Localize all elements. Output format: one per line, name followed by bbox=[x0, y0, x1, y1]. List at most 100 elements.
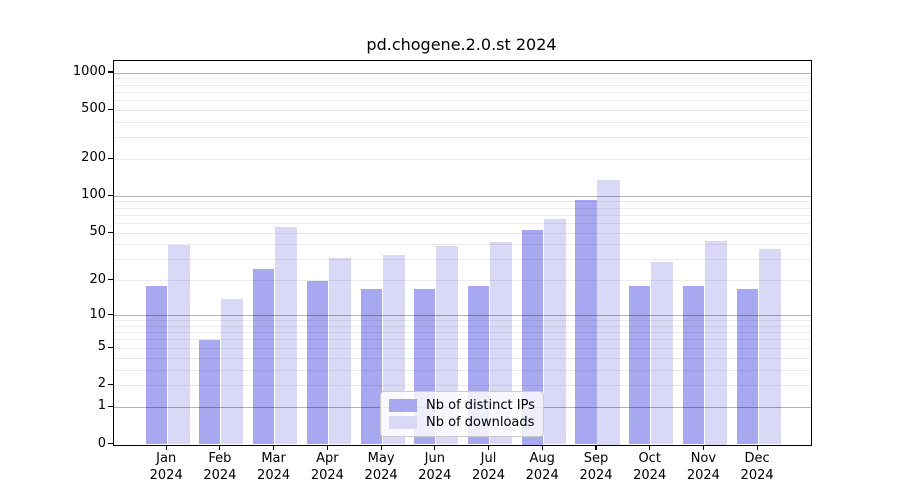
x-tick-label-apr: Apr 2024 bbox=[295, 451, 359, 484]
bar-downloads-mar bbox=[275, 227, 298, 445]
y-tick-mark bbox=[108, 346, 113, 348]
y-tick-label: 5 bbox=[97, 339, 106, 355]
year-label: 2024 bbox=[686, 467, 720, 483]
year-label: 2024 bbox=[257, 467, 291, 483]
bar-distinct-ips-mar bbox=[253, 269, 275, 445]
gridline-minor bbox=[114, 109, 811, 111]
y-tick-mark bbox=[108, 314, 113, 316]
y-tick-label: 10 bbox=[89, 306, 106, 322]
gridlines-layer bbox=[114, 61, 811, 445]
month-label: Mar bbox=[261, 451, 286, 466]
legend: Nb of distinct IPs Nb of downloads bbox=[380, 391, 544, 437]
year-label: 2024 bbox=[149, 467, 183, 483]
bar-downloads-jan bbox=[167, 244, 190, 445]
y-tick-mark bbox=[108, 194, 113, 196]
y-tick-mark bbox=[108, 279, 113, 281]
bar-distinct-ips-nov bbox=[682, 286, 704, 445]
gridline-minor bbox=[114, 357, 811, 359]
gridline-minor bbox=[114, 332, 811, 334]
bar-downloads-apr bbox=[328, 258, 351, 445]
gridline-minor bbox=[114, 222, 811, 224]
legend-item-distinct-ips: Nb of distinct IPs bbox=[389, 398, 535, 413]
y-tick-label: 1 bbox=[97, 398, 106, 414]
gridline-minor bbox=[114, 325, 811, 327]
plot-area bbox=[113, 60, 812, 446]
month-label: Nov bbox=[690, 451, 717, 466]
y-tick-mark bbox=[108, 71, 113, 73]
month-label: Oct bbox=[638, 451, 661, 466]
y-tick-mark bbox=[108, 442, 113, 445]
bar-distinct-ips-aug bbox=[521, 230, 543, 445]
x-tick-mark bbox=[487, 445, 490, 450]
x-tick-label-jan: Jan 2024 bbox=[134, 451, 198, 484]
month-label: Dec bbox=[744, 451, 770, 466]
year-label: 2024 bbox=[633, 467, 667, 483]
bar-distinct-ips-may bbox=[360, 289, 382, 445]
legend-label-downloads: Nb of downloads bbox=[426, 415, 535, 430]
chart-title: pd.chogene.2.0.st 2024 bbox=[366, 35, 557, 54]
x-tick-mark bbox=[595, 445, 597, 450]
year-label: 2024 bbox=[364, 467, 398, 483]
bar-downloads-nov bbox=[704, 241, 727, 445]
bar-downloads-dec bbox=[758, 248, 781, 445]
gridline-minor bbox=[114, 99, 811, 101]
gridline-minor bbox=[114, 121, 811, 123]
gridline-major bbox=[114, 195, 811, 197]
gridline-minor bbox=[114, 201, 811, 203]
bar-distinct-ips-jan bbox=[145, 286, 167, 445]
gridline-minor bbox=[114, 91, 811, 93]
gridline-minor bbox=[114, 347, 811, 349]
x-tick-label-feb: Feb 2024 bbox=[188, 451, 252, 484]
x-tick-label-oct: Oct 2024 bbox=[618, 451, 682, 484]
bar-distinct-ips-apr bbox=[306, 280, 328, 445]
x-tick-label-dec: Dec 2024 bbox=[725, 451, 789, 484]
gridline-minor bbox=[114, 214, 811, 216]
bar-downloads-feb bbox=[221, 298, 244, 445]
x-tick-mark bbox=[273, 445, 275, 450]
y-tick-mark bbox=[108, 108, 113, 110]
y-tick-label: 2 bbox=[97, 376, 106, 392]
gridline-minor bbox=[114, 244, 811, 246]
month-label: May bbox=[367, 451, 395, 466]
y-tick-label: 200 bbox=[81, 150, 106, 166]
x-tick-label-sep: Sep 2024 bbox=[564, 451, 628, 484]
year-label: 2024 bbox=[418, 467, 452, 483]
x-tick-label-nov: Nov 2024 bbox=[671, 451, 735, 484]
gridline-minor bbox=[114, 320, 811, 322]
month-label: Jun bbox=[424, 451, 445, 466]
month-label: Jul bbox=[480, 451, 497, 466]
gridline-minor bbox=[114, 84, 811, 86]
x-tick-mark bbox=[541, 445, 543, 450]
gridline-minor bbox=[114, 207, 811, 209]
y-tick-mark bbox=[108, 157, 113, 159]
x-tick-mark bbox=[649, 445, 651, 450]
gridline-minor bbox=[114, 369, 811, 371]
bar-downloads-sep bbox=[597, 179, 620, 445]
x-tick-label-jun: Jun 2024 bbox=[403, 451, 467, 484]
year-label: 2024 bbox=[525, 467, 559, 483]
x-tick-label-mar: Mar 2024 bbox=[242, 451, 306, 484]
bar-distinct-ips-dec bbox=[736, 289, 758, 445]
legend-swatch-downloads bbox=[389, 416, 417, 429]
bar-distinct-ips-sep bbox=[575, 199, 597, 445]
x-tick-label-aug: Aug 2024 bbox=[510, 451, 574, 484]
x-tick-mark bbox=[165, 445, 167, 450]
year-label: 2024 bbox=[579, 467, 613, 483]
month-label: Apr bbox=[316, 451, 339, 466]
year-label: 2024 bbox=[471, 467, 506, 483]
gridline-minor bbox=[114, 339, 811, 341]
x-tick-label-jul: Jul 2024 bbox=[457, 451, 521, 484]
month-label: Aug bbox=[529, 451, 555, 466]
y-tick-label: 0 bbox=[97, 435, 106, 451]
legend-swatch-distinct-ips bbox=[389, 399, 417, 412]
x-tick-mark bbox=[756, 445, 758, 450]
x-tick-mark bbox=[380, 445, 382, 450]
gridline-minor bbox=[114, 259, 811, 261]
x-tick-mark bbox=[219, 445, 221, 450]
y-tick-mark bbox=[108, 231, 113, 233]
y-tick-label: 100 bbox=[81, 187, 106, 203]
legend-label-distinct-ips: Nb of distinct IPs bbox=[426, 398, 535, 413]
gridline-minor bbox=[114, 158, 811, 160]
month-label: Jan bbox=[156, 451, 177, 466]
